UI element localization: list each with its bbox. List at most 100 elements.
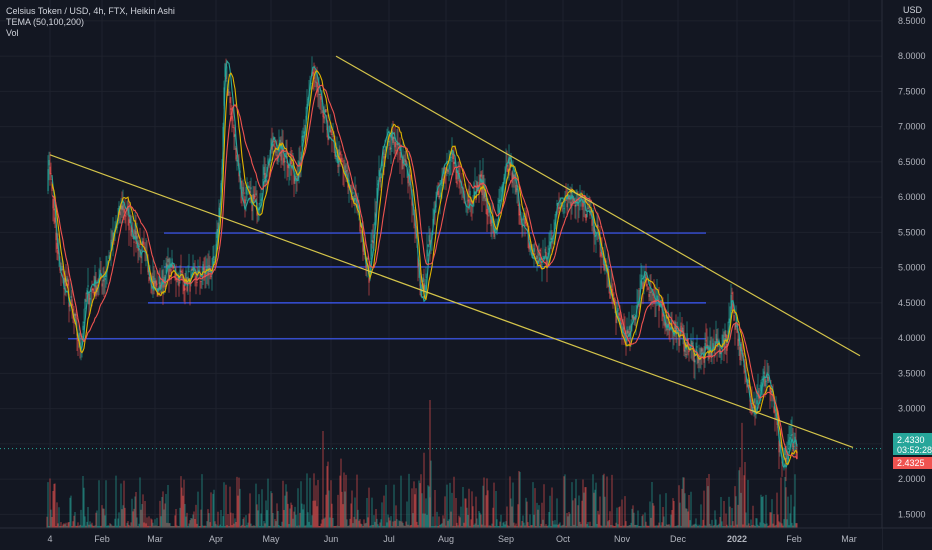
candle-body [587, 208, 589, 209]
candle-body [722, 334, 724, 344]
candle-body [579, 199, 581, 201]
candle-body [694, 360, 696, 363]
candle-body [784, 449, 786, 455]
candle-body [735, 321, 737, 328]
candle-body [180, 271, 182, 273]
candle-body [408, 165, 410, 176]
time-tick-label: Mar [841, 534, 857, 544]
candle-body [288, 165, 290, 169]
candle-body [566, 203, 568, 208]
candle-body [360, 232, 362, 234]
time-tick-label: Oct [556, 534, 571, 544]
candle-body [569, 198, 571, 200]
candle-body [761, 378, 763, 380]
candle-body [792, 443, 794, 452]
candle-body [327, 134, 329, 140]
candle-body [101, 283, 103, 287]
candle-body [174, 273, 176, 279]
candle-body [710, 350, 712, 358]
candle-body [473, 182, 475, 196]
candle-body [245, 187, 247, 195]
candle-body [67, 279, 69, 286]
candle-body [739, 346, 741, 361]
candle-body [54, 217, 56, 223]
candle-body [725, 334, 727, 341]
candle-body [417, 255, 419, 267]
candle-body [66, 278, 68, 281]
candle-body [119, 211, 121, 216]
candle-body [385, 146, 387, 151]
candle-body [559, 206, 561, 209]
candle-body [556, 202, 558, 206]
candle-body [588, 206, 590, 208]
candle-body [390, 148, 392, 149]
candle-body [790, 435, 792, 437]
candle-body [329, 125, 331, 133]
candle-body [498, 199, 500, 204]
candle-body [664, 319, 666, 328]
candle-body [456, 181, 458, 185]
candle-body [302, 135, 304, 138]
candle-body [508, 156, 510, 165]
price-tag-bid-value: 2.4325 [897, 458, 925, 468]
candle-body [57, 249, 59, 254]
candle-body [207, 270, 209, 276]
candle-body [548, 248, 550, 251]
candle-body [564, 197, 566, 203]
candle-body [483, 187, 485, 199]
candle-body [393, 136, 395, 140]
candle-body [497, 204, 499, 213]
candle-body [485, 197, 487, 202]
candle-body [319, 94, 321, 95]
candle-body [619, 317, 621, 321]
candle-body [264, 172, 266, 182]
candle-body [533, 248, 535, 252]
candle-body [200, 281, 202, 282]
candle-body [367, 258, 369, 260]
candle-body [692, 342, 694, 344]
candle-body [519, 214, 521, 215]
candle-body [135, 231, 137, 244]
candle-body [616, 310, 618, 318]
candle-body [262, 179, 264, 189]
candle-body [90, 289, 92, 293]
candle-body [142, 241, 144, 245]
candle-body [257, 209, 259, 215]
candle-body [562, 205, 564, 207]
volume-title[interactable]: Vol [6, 28, 19, 38]
candle-body [85, 300, 87, 302]
symbol-title[interactable]: Celsius Token / USD, 4h, FTX, Heikin Ash… [6, 6, 175, 16]
candle-body [250, 187, 252, 190]
candle-body [691, 343, 693, 345]
price-tag-current [893, 433, 932, 455]
candle-body [169, 258, 171, 268]
candle-body [100, 274, 102, 280]
candle-body [563, 208, 565, 209]
candle-body [699, 355, 701, 357]
candle-body [423, 283, 425, 293]
candle-body [510, 161, 512, 165]
candle-body [87, 285, 89, 287]
candle-body [539, 250, 541, 251]
candle-body [384, 154, 386, 156]
candle-body [296, 178, 298, 180]
candle-body [201, 276, 203, 279]
candle-body [110, 239, 112, 250]
candle-body [507, 168, 509, 172]
indicator-title[interactable]: TEMA (50,100,200) [6, 17, 85, 27]
candle-body [70, 295, 72, 299]
candle-body [681, 327, 683, 332]
currency-label[interactable]: USD [902, 5, 922, 15]
candle-body [684, 350, 686, 352]
candle-body [518, 204, 520, 216]
candle-body [705, 340, 707, 342]
candle-body [234, 134, 236, 137]
candle-body [578, 197, 580, 201]
candle-body [496, 224, 498, 228]
candle-body [391, 130, 393, 141]
price-tag-countdown: 03:52:28 [897, 445, 932, 455]
candle-body [638, 302, 640, 307]
candle-body [523, 215, 525, 218]
candle-body [502, 182, 504, 186]
